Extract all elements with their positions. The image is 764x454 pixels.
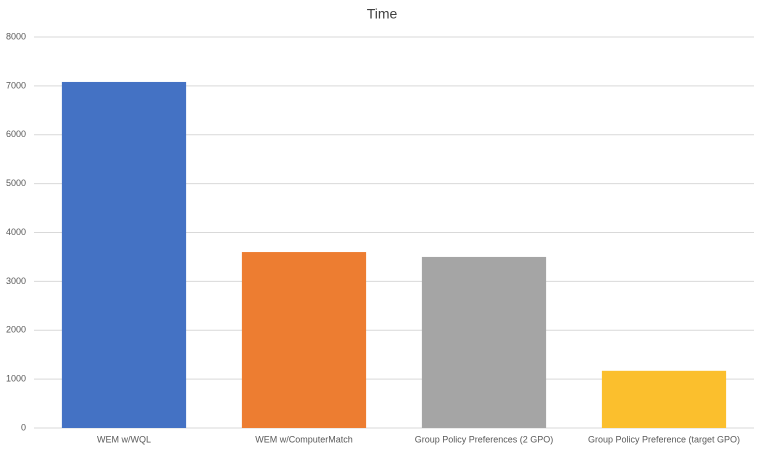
x-tick-label: Group Policy Preferences (2 GPO) [415, 434, 554, 444]
bar [601, 370, 727, 428]
y-tick-label: 1000 [6, 374, 26, 384]
y-tick-label: 8000 [6, 31, 26, 41]
y-tick-label: 7000 [6, 80, 26, 90]
y-tick-label: 4000 [6, 227, 26, 237]
chart-title: Time [367, 6, 398, 22]
x-tick-label: WEM w/ComputerMatch [255, 434, 353, 444]
bar [421, 256, 547, 428]
bar [61, 81, 187, 428]
y-tick-label: 0 [21, 422, 26, 432]
y-tick-label: 3000 [6, 276, 26, 286]
y-tick-label: 5000 [6, 178, 26, 188]
bar [241, 252, 367, 428]
x-tick-label: Group Policy Preference (target GPO) [588, 434, 740, 444]
x-tick-label: WEM w/WQL [97, 434, 151, 444]
y-tick-label: 6000 [6, 129, 26, 139]
y-tick-label: 2000 [6, 325, 26, 335]
